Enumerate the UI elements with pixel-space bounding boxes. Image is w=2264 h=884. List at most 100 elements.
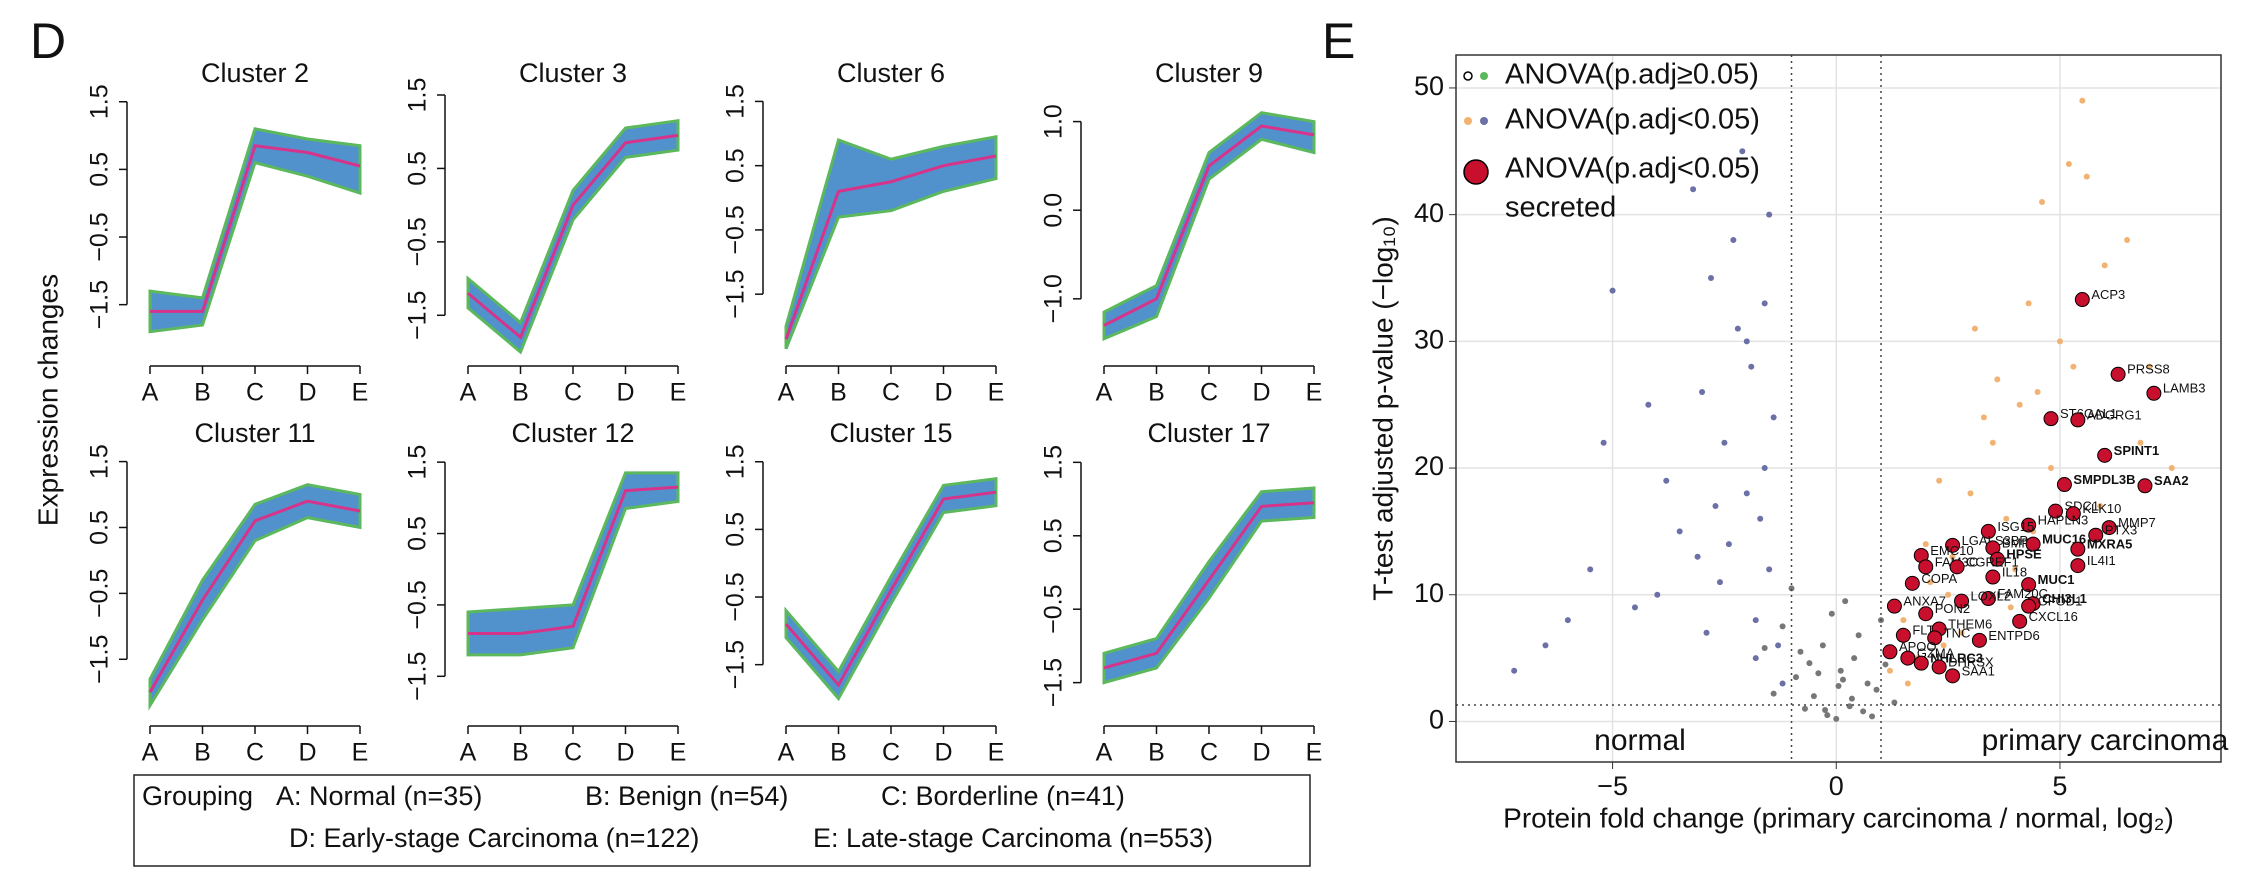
x-tick-label: E xyxy=(670,379,687,407)
point xyxy=(1958,629,1965,636)
x-tick-label: B xyxy=(194,379,211,407)
grouping-label: Grouping xyxy=(142,781,253,811)
point xyxy=(1828,610,1835,617)
x-tick-label: C xyxy=(1200,739,1218,767)
point xyxy=(1734,325,1741,332)
cluster-band xyxy=(784,134,998,350)
point xyxy=(1922,541,1929,548)
point xyxy=(1839,676,1846,683)
point xyxy=(1793,674,1799,681)
x-tick-label: C xyxy=(882,739,900,767)
point xyxy=(1806,660,1813,667)
x-tick-label: D xyxy=(934,739,952,767)
point xyxy=(1980,414,1987,421)
y-tick-label: 0.0 xyxy=(1040,193,1068,228)
y-tick-label: −1.5 xyxy=(86,635,114,684)
mean-line xyxy=(468,485,679,635)
point xyxy=(1989,439,1996,446)
point xyxy=(2012,566,2019,573)
point xyxy=(1748,363,1755,370)
gene-label: CGREF1 xyxy=(1966,554,2019,569)
x-tick-label: B xyxy=(194,739,211,767)
cluster-band xyxy=(1102,486,1316,685)
point xyxy=(1886,667,1893,674)
legend-marker xyxy=(1480,72,1488,80)
point xyxy=(1743,490,1750,497)
x-tick-label: E xyxy=(352,379,369,407)
secreted-point xyxy=(1980,523,1996,539)
secreted-point xyxy=(1927,630,1943,646)
y-tick-label: 0.5 xyxy=(404,516,432,551)
secreted-point xyxy=(2021,517,2037,533)
region-label: normal xyxy=(1594,724,1686,757)
point xyxy=(1835,682,1842,689)
x-axis-label: Protein fold change (primary carcinoma /… xyxy=(1503,802,2174,833)
point xyxy=(1824,712,1831,719)
point xyxy=(2034,389,2041,396)
gene-label: SAA2 xyxy=(2154,473,2189,488)
mean-line xyxy=(150,144,361,313)
y-tick-label: 10 xyxy=(1414,578,1444,608)
shared-y-label: Expression changes xyxy=(32,274,63,526)
secreted-point xyxy=(2047,503,2063,519)
y-tick-label: −0.5 xyxy=(86,569,114,618)
gene-label: PON2 xyxy=(1935,601,1970,616)
x-tick-label: C xyxy=(564,739,582,767)
point xyxy=(1587,566,1594,573)
y-tick-label: −1.0 xyxy=(1040,274,1068,323)
gene-label: DHRSX xyxy=(1948,654,1994,669)
point xyxy=(1600,439,1607,446)
gene-label: GFOD1 xyxy=(2038,594,2083,609)
point xyxy=(1663,477,1670,484)
legend-label: ANOVA(p.adj≥0.05) xyxy=(1505,59,1759,91)
point xyxy=(1770,414,1777,421)
point xyxy=(1864,680,1871,687)
gene-label: IL18 xyxy=(2002,564,2027,579)
cluster-band xyxy=(466,118,680,355)
point xyxy=(1757,515,1764,522)
cluster-title: Cluster 17 xyxy=(1147,418,1270,448)
legend-marker xyxy=(1464,117,1472,125)
secreted-point xyxy=(2137,478,2153,494)
y-tick-label: 1.5 xyxy=(1040,445,1068,480)
point xyxy=(1801,705,1808,712)
gene-label: KLK10 xyxy=(2082,501,2121,516)
y-tick-label: −0.5 xyxy=(1040,585,1068,634)
legend-label: ANOVA(p.adj<0.05) xyxy=(1505,104,1760,136)
point xyxy=(1703,629,1710,636)
x-tick-label: C xyxy=(882,379,900,407)
legend-label: secreted xyxy=(1505,192,1616,224)
x-tick-label: A xyxy=(142,379,159,407)
point xyxy=(1904,680,1911,687)
gene-label: EMC10 xyxy=(1930,543,1973,558)
gene-label: HAPLN3 xyxy=(2038,513,2089,528)
cluster-band xyxy=(466,471,680,657)
secreted-point xyxy=(1904,575,1920,591)
x-tick-label: E xyxy=(1306,739,1323,767)
gene-label: MMP7 xyxy=(2118,515,2156,530)
y-tick-label: 0.5 xyxy=(1040,518,1068,553)
gene-label: FAM20C xyxy=(1997,586,2048,601)
gene-label: HPSE xyxy=(2006,547,2042,562)
x-tick-label: D xyxy=(298,379,316,407)
y-tick-label: 1.0 xyxy=(1040,104,1068,139)
gene-label: ACP3 xyxy=(2091,287,2125,302)
point xyxy=(1873,686,1880,693)
secreted-point xyxy=(1971,632,1987,648)
x-tick-label: A xyxy=(778,739,795,767)
gene-label: CHI3L1 xyxy=(2042,591,2087,606)
x-tick-label: A xyxy=(1096,739,1113,767)
point xyxy=(1882,661,1889,668)
cluster-band xyxy=(1102,111,1316,341)
point xyxy=(1949,553,1956,560)
secreted-point xyxy=(1985,569,2001,585)
point xyxy=(1846,703,1853,710)
y-tick-label: −0.5 xyxy=(86,212,114,261)
grouping-item: A: Normal (n=35) xyxy=(276,781,482,811)
point xyxy=(1743,338,1750,345)
mean-line xyxy=(467,133,679,340)
point xyxy=(1766,566,1773,573)
y-tick-label: 30 xyxy=(1414,324,1444,354)
